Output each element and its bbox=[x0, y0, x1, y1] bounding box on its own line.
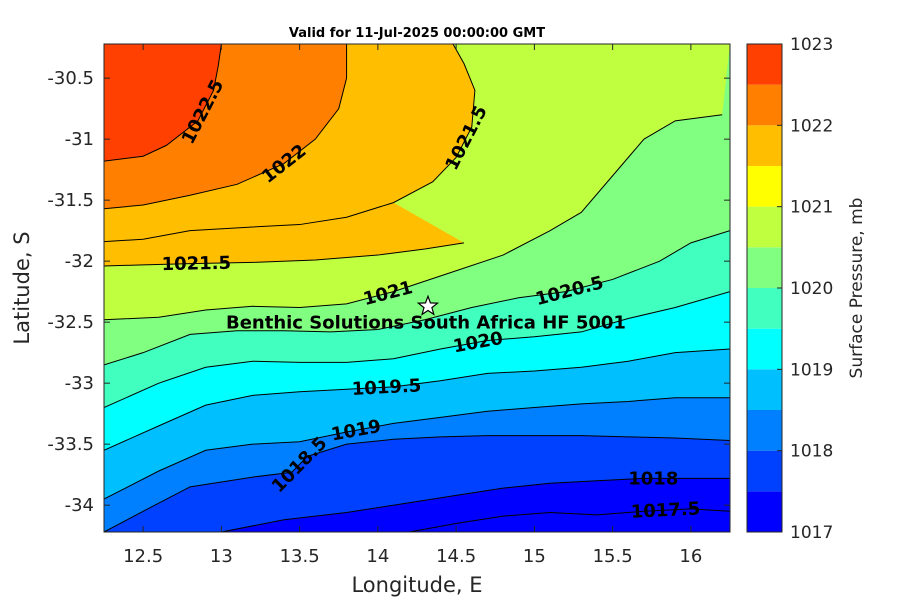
y-tick-label: -30.5 bbox=[47, 68, 94, 89]
contour-line-1020.5 bbox=[104, 230, 730, 366]
colorbar-tick-label: 1023 bbox=[790, 35, 833, 55]
y-tick-label: -31 bbox=[65, 129, 94, 150]
contour-line-1017.5 bbox=[409, 508, 730, 532]
contour-label-1019.5: 1019.5 bbox=[351, 375, 421, 400]
contour-label-1018: 1018 bbox=[628, 468, 678, 489]
colorbar-label: Surface Pressure, mb bbox=[847, 198, 867, 379]
contour-line-1021.5 bbox=[104, 242, 465, 267]
colorbar-tick-label: 1021 bbox=[790, 198, 833, 218]
colorbar-swatch bbox=[747, 491, 782, 532]
colorbar: 1017 1018 1019 1020 1021 1022 1023 bbox=[746, 35, 833, 543]
site-star-marker bbox=[416, 294, 440, 316]
colorbar-swatch bbox=[747, 206, 782, 248]
x-tick-label: 15 bbox=[523, 546, 546, 567]
contour-line-1019.5 bbox=[104, 348, 730, 451]
x-tick-label: 15.5 bbox=[593, 546, 633, 567]
colorbar-swatch bbox=[747, 410, 782, 451]
y-axis-label: Latitude, S bbox=[10, 231, 34, 344]
y-tick-label: -32.5 bbox=[47, 312, 94, 333]
chart-title: Valid for 11-Jul-2025 00:00:00 GMT bbox=[289, 26, 545, 41]
contour-line-1020 bbox=[104, 291, 730, 409]
site-label: Benthic Solutions South Africa HF 5001 bbox=[226, 312, 626, 333]
contour-label-1021.5: 1021.5 bbox=[161, 253, 231, 275]
colorbar-tick-label: 1022 bbox=[790, 116, 833, 136]
contour-label-1017.5: 1017.5 bbox=[630, 498, 700, 523]
band-fill-1021.5 bbox=[104, 202, 464, 267]
plot-frame bbox=[103, 43, 731, 533]
colorbar-swatch bbox=[747, 369, 782, 410]
x-tick-label: 12.5 bbox=[123, 546, 163, 567]
x-tick-label: 13 bbox=[210, 546, 233, 567]
contour-line-layer bbox=[104, 44, 730, 532]
contour-line-1019 bbox=[104, 397, 730, 500]
contour-line-1021 bbox=[104, 114, 723, 321]
colorbar-swatch bbox=[747, 450, 782, 492]
colorbar-swatch bbox=[747, 328, 782, 370]
band-fill-1022.5 bbox=[104, 44, 222, 162]
x-axis-label: Longitude, E bbox=[351, 573, 482, 597]
colorbar-tick-label: 1020 bbox=[790, 279, 833, 299]
colorbar-swatch bbox=[747, 247, 782, 288]
colorbar-swatch bbox=[747, 288, 782, 329]
contour-fill-layer bbox=[104, 44, 730, 532]
colorbar-swatch bbox=[747, 84, 782, 126]
x-tick-label: 14 bbox=[366, 546, 389, 567]
x-tick-label: 13.5 bbox=[280, 546, 320, 567]
y-axis: -30.5 -31 -31.5 -32 -32.5 -33 -33.5 -34 bbox=[47, 68, 730, 516]
colorbar-tick-label: 1018 bbox=[790, 442, 833, 462]
contour-line-1018 bbox=[221, 477, 730, 532]
contour-line-1022 bbox=[104, 44, 348, 210]
y-tick-label: -34 bbox=[65, 495, 94, 516]
annotation-layer: Benthic Solutions South Africa HF 5001 bbox=[226, 294, 626, 333]
colorbar-swatch bbox=[747, 44, 782, 85]
x-tick-label: 16 bbox=[679, 546, 702, 567]
y-tick-label: -31.5 bbox=[47, 190, 94, 211]
colorbar-tick-label: 1017 bbox=[790, 523, 833, 543]
contour-line-1022.5 bbox=[104, 44, 222, 162]
x-tick-label: 14.5 bbox=[436, 546, 476, 567]
contour-line-1021.5 bbox=[104, 44, 476, 243]
contour-line-1018.5 bbox=[104, 435, 730, 532]
colorbar-swatch bbox=[747, 166, 782, 207]
y-tick-label: -32 bbox=[65, 251, 94, 272]
y-tick-label: -33.5 bbox=[47, 434, 94, 455]
x-axis: 12.5 13 13.5 14 14.5 15 15.5 16 bbox=[123, 44, 702, 567]
colorbar-swatch bbox=[747, 125, 782, 166]
y-tick-label: -33 bbox=[65, 373, 94, 394]
colorbar-tick-label: 1019 bbox=[790, 360, 833, 380]
